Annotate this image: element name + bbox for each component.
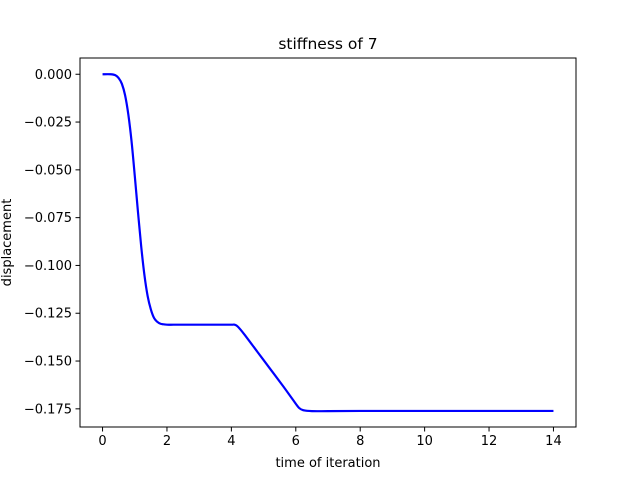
x-axis: 0 2 4 6 8 10 12 14 — [98, 427, 562, 449]
y-tick-label: −0.100 — [24, 259, 72, 274]
plot-background — [80, 58, 576, 427]
x-tick-label: 4 — [227, 434, 235, 449]
y-tick-label: −0.050 — [24, 163, 72, 178]
y-axis-label: displacement — [0, 199, 15, 287]
chart-title: stiffness of 7 — [278, 35, 377, 53]
y-tick-label: −0.025 — [24, 116, 72, 131]
x-tick-label: 0 — [98, 434, 106, 449]
displacement-series-line — [102, 73, 554, 413]
plot-frame — [79, 57, 577, 428]
x-tick-label: 14 — [545, 434, 562, 449]
y-tick-label: −0.175 — [24, 402, 72, 417]
y-axis: 0.000 −0.025 −0.050 −0.075 −0.100 −0.125 −0.15… — [24, 68, 80, 417]
x-tick-label: 2 — [163, 434, 171, 449]
y-tick-label: 0.000 — [35, 68, 72, 83]
y-tick-label: −0.125 — [24, 307, 72, 322]
y-tick-label: −0.150 — [24, 355, 72, 370]
x-tick-label: 8 — [356, 434, 364, 449]
x-tick-label: 10 — [416, 434, 433, 449]
plot-area — [79, 57, 577, 428]
x-axis-label: time of iteration — [275, 456, 380, 471]
y-tick-label: −0.075 — [24, 211, 72, 226]
x-tick-label: 12 — [481, 434, 498, 449]
series-layer — [102, 73, 554, 413]
x-tick-label: 6 — [292, 434, 300, 449]
